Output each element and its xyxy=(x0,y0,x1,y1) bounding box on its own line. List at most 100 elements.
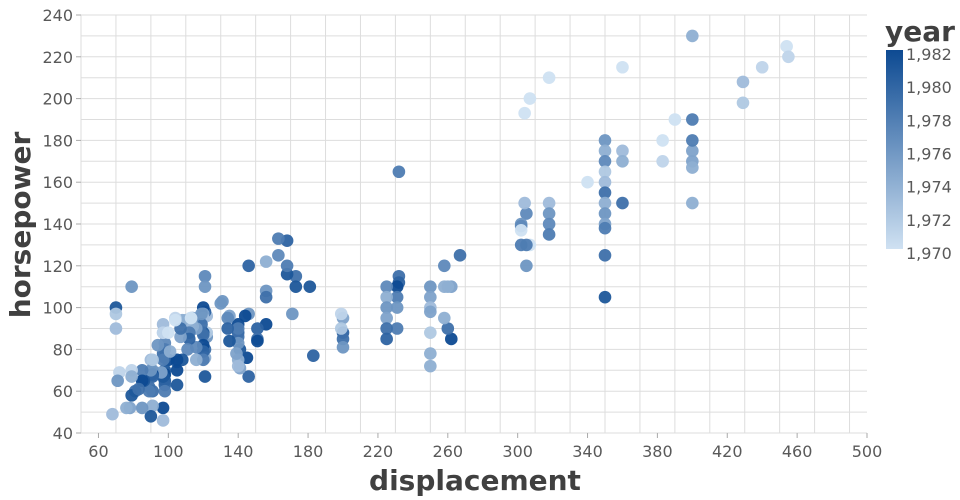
data-point xyxy=(156,401,170,415)
data-point xyxy=(598,165,612,179)
data-point xyxy=(780,40,793,53)
data-point xyxy=(598,249,612,262)
data-point xyxy=(125,280,138,294)
legend-label: 1,972 xyxy=(906,211,952,230)
data-point xyxy=(598,186,612,199)
data-point xyxy=(156,353,170,367)
data-point xyxy=(616,155,629,168)
y-tick-label: 180 xyxy=(42,131,73,150)
data-point xyxy=(542,71,556,84)
x-tick-label: 60 xyxy=(88,442,108,461)
data-points xyxy=(106,29,795,427)
data-point xyxy=(424,305,437,319)
data-point xyxy=(686,196,699,210)
y-tick-label: 160 xyxy=(42,173,73,192)
data-point xyxy=(390,322,404,335)
data-point xyxy=(307,349,320,362)
data-point xyxy=(336,341,350,354)
data-point xyxy=(656,134,669,147)
x-tick-label: 300 xyxy=(502,442,533,461)
legend-title: year xyxy=(885,15,955,48)
data-point xyxy=(616,196,629,210)
data-point xyxy=(170,353,184,367)
data-point xyxy=(686,161,699,174)
x-tick-label: 380 xyxy=(642,442,673,461)
data-point xyxy=(424,347,437,360)
y-tick-label: 220 xyxy=(42,48,73,67)
data-point xyxy=(169,313,182,327)
data-point xyxy=(251,322,264,335)
data-point xyxy=(231,322,245,335)
data-point xyxy=(518,196,531,210)
data-point xyxy=(251,334,264,348)
data-point xyxy=(158,384,172,398)
data-point xyxy=(380,280,393,294)
data-point xyxy=(782,50,795,64)
data-point xyxy=(520,259,533,273)
data-point xyxy=(424,359,437,373)
data-point xyxy=(223,334,236,348)
data-point xyxy=(111,374,124,388)
x-tick-label: 180 xyxy=(293,442,324,461)
data-point xyxy=(289,280,303,294)
data-point xyxy=(755,60,769,74)
data-point xyxy=(380,332,393,346)
data-point xyxy=(109,307,123,321)
x-tick-label: 140 xyxy=(223,442,254,461)
data-point xyxy=(144,364,158,377)
data-point xyxy=(170,378,184,392)
x-tick-label: 460 xyxy=(782,442,813,461)
y-tick-label: 60 xyxy=(53,382,73,401)
data-point xyxy=(598,196,612,210)
data-point xyxy=(272,249,285,262)
x-tick-label: 340 xyxy=(572,442,603,461)
data-point xyxy=(542,217,556,231)
data-point xyxy=(424,290,437,304)
data-point xyxy=(184,311,198,325)
data-point xyxy=(390,290,404,304)
legend-label: 1,980 xyxy=(906,78,952,97)
y-tick-label: 200 xyxy=(42,90,73,109)
data-point xyxy=(438,311,451,325)
data-point xyxy=(198,269,212,283)
data-point xyxy=(542,228,556,241)
data-point xyxy=(598,144,612,158)
data-point xyxy=(380,322,393,335)
data-point xyxy=(146,399,159,413)
data-point xyxy=(542,196,556,210)
data-point xyxy=(135,364,149,377)
data-point xyxy=(198,370,212,383)
x-tick-label: 220 xyxy=(363,442,394,461)
data-point xyxy=(144,409,158,423)
legend-label: 1,976 xyxy=(906,145,952,164)
data-point xyxy=(514,223,528,237)
data-point xyxy=(380,311,393,325)
data-point xyxy=(135,401,149,415)
data-point xyxy=(132,382,145,396)
data-point xyxy=(120,401,133,415)
data-point xyxy=(686,144,699,158)
data-point xyxy=(686,134,699,147)
y-tick-label: 40 xyxy=(53,424,73,443)
data-point xyxy=(259,255,273,268)
data-point xyxy=(438,259,451,273)
data-point xyxy=(146,353,159,367)
data-point xyxy=(598,221,612,235)
data-point xyxy=(163,345,177,358)
data-point xyxy=(444,332,458,346)
data-point xyxy=(453,249,467,262)
data-point xyxy=(238,309,252,323)
data-point xyxy=(106,407,119,421)
y-tick-label: 240 xyxy=(42,6,73,25)
data-point xyxy=(125,370,138,383)
data-point xyxy=(390,280,404,294)
data-point xyxy=(438,280,451,294)
data-point xyxy=(189,353,203,367)
data-point xyxy=(242,370,255,383)
y-axis: 40 60 80 100 120 140 160 180 200 220 240 xyxy=(42,6,82,443)
data-point xyxy=(520,207,533,220)
data-point xyxy=(334,307,348,321)
data-point xyxy=(221,311,235,325)
legend-label: 1,974 xyxy=(906,178,952,197)
